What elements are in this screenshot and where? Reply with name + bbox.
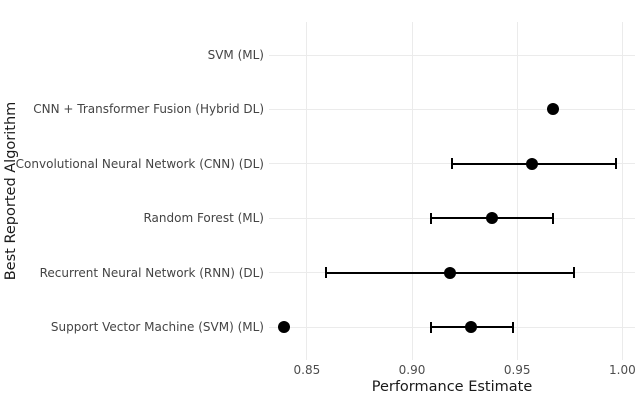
data-point [525, 157, 538, 170]
x-tick-label: 0.95 [503, 363, 531, 377]
data-point [277, 321, 290, 333]
x-tick-label: 0.85 [293, 363, 321, 377]
x-axis-title: Performance Estimate [371, 379, 533, 395]
data-point [546, 103, 559, 116]
y-axis-title: Best Reported Algorithm [3, 101, 19, 281]
gridline-x-0.95 [516, 22, 518, 360]
category-label: Recurrent Neural Network (RNN) (DL) [39, 265, 264, 280]
category-label: SVM (ML) [207, 48, 264, 62]
data-point [485, 212, 498, 225]
error-bar-cap-right [551, 212, 554, 224]
error-bar-cap-left [429, 212, 432, 224]
category-label: Random Forest (ML) [143, 211, 264, 226]
error-bar-cap-left [324, 267, 327, 279]
data-point [464, 321, 477, 333]
data-point [443, 266, 456, 279]
error-bar-cap-left [429, 321, 432, 333]
gridline-x-1.00 [621, 22, 623, 360]
gridline-x-0.90 [411, 22, 413, 360]
error-bar-cap-right [512, 321, 514, 333]
category-label: Convolutional Neural Network (CNN) (DL) [15, 156, 264, 171]
gridline-y-row-1 [269, 54, 635, 56]
plot-panel [269, 22, 635, 360]
category-label: Support Vector Machine (SVM) (ML) [50, 320, 264, 334]
category-label: CNN + Transformer Fusion (Hybrid DL) [33, 102, 264, 117]
x-tick-label: 0.90 [398, 363, 426, 377]
error-bar-cap-right [573, 267, 575, 279]
gridline-y-row-2 [269, 108, 635, 110]
error-bar-cap-right [615, 158, 618, 170]
x-tick-label: 1.00 [609, 363, 636, 377]
error-bar-cap-left [451, 158, 453, 170]
gridline-x-0.85 [306, 22, 308, 360]
